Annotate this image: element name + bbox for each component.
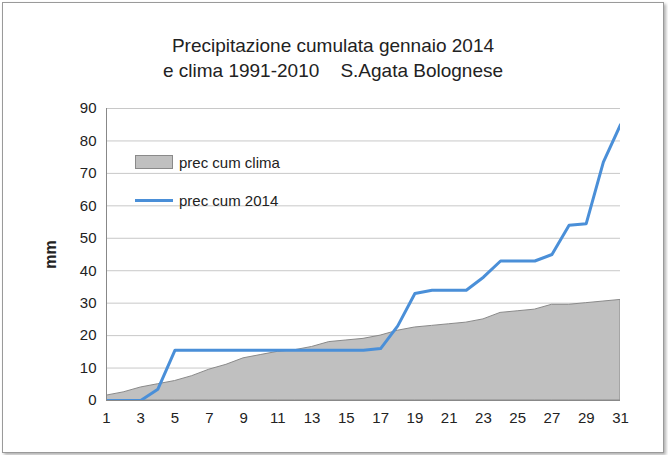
- svg-text:40: 40: [80, 262, 97, 279]
- svg-text:11: 11: [270, 409, 286, 426]
- svg-text:1: 1: [102, 409, 110, 426]
- html-text:prec cum 2014: prec cum 2014: [179, 191, 279, 209]
- svg-text:27: 27: [544, 409, 561, 426]
- html-text:Precipitazione cumulata gennai: Precipitazione cumulata gennaio 2014: [171, 35, 495, 56]
- html-text:prec cum clima: prec cum clima: [179, 153, 280, 171]
- svg-text:10: 10: [80, 359, 97, 376]
- svg-text:15: 15: [338, 409, 355, 426]
- svg-text:mm: mm: [42, 240, 59, 268]
- svg-text:29: 29: [578, 409, 595, 426]
- svg-text:70: 70: [80, 164, 97, 181]
- svg-text:13: 13: [304, 409, 321, 426]
- svg-text:17: 17: [372, 409, 389, 426]
- svg-text:19: 19: [407, 409, 424, 426]
- svg-text:7: 7: [205, 409, 213, 426]
- svg-text:25: 25: [509, 409, 526, 426]
- svg-text:31: 31: [612, 409, 629, 426]
- svg-text:30: 30: [80, 294, 97, 311]
- svg-text:23: 23: [475, 409, 492, 426]
- html-text:e clima 1991-2010 S.Agata Bolo: e clima 1991-2010 S.Agata Bolognese: [162, 60, 504, 81]
- svg-text:5: 5: [171, 409, 179, 426]
- svg-text:50: 50: [80, 229, 97, 246]
- svg-text:60: 60: [80, 197, 97, 214]
- svg-text:20: 20: [80, 326, 97, 343]
- svg-text:0: 0: [88, 391, 96, 408]
- svg-text:21: 21: [441, 409, 458, 426]
- svg-text:80: 80: [80, 132, 97, 149]
- svg-text:90: 90: [80, 99, 97, 116]
- svg-text:9: 9: [239, 409, 247, 426]
- svg-text:3: 3: [137, 409, 145, 426]
